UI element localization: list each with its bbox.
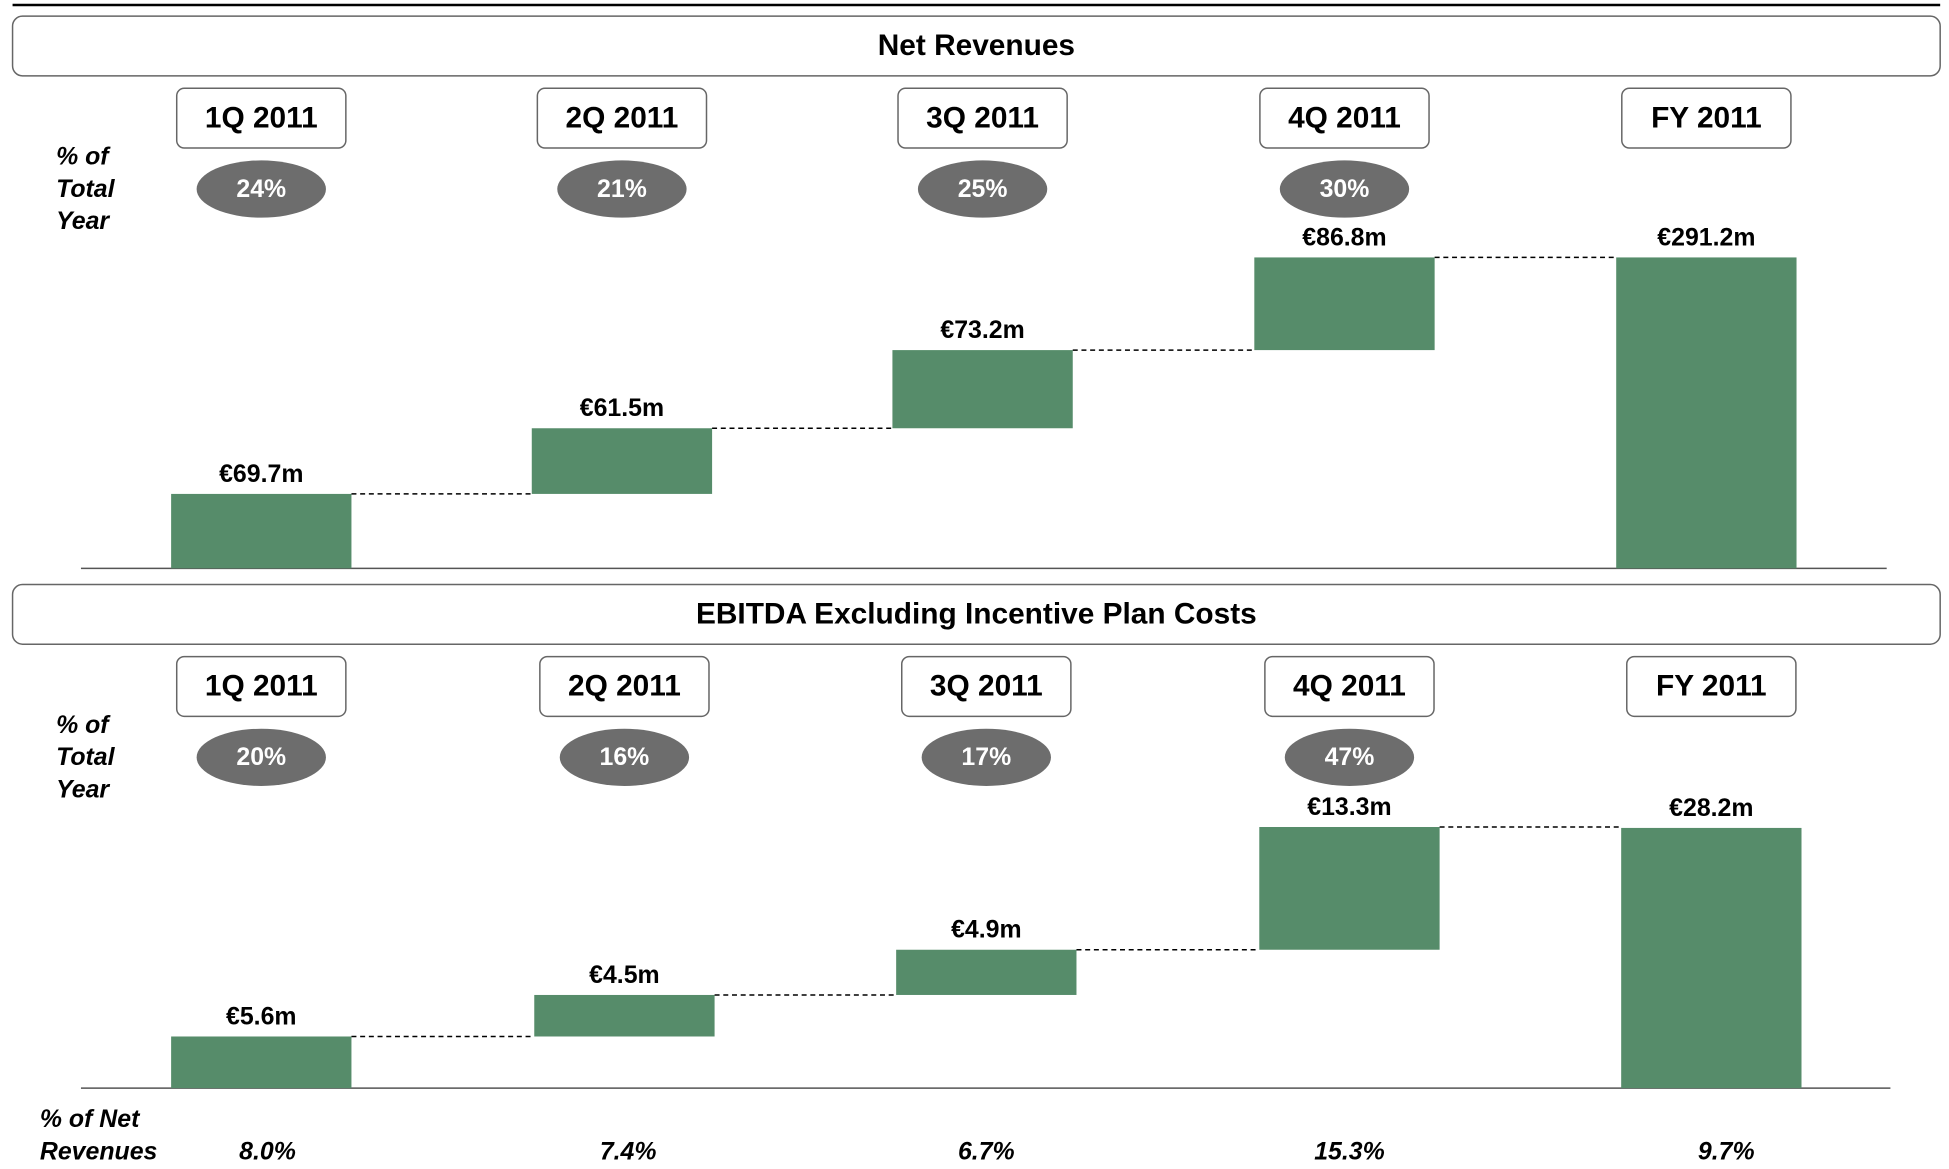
category-label: 1Q 2011 [205,670,318,703]
share-badge [557,160,687,218]
share-label: 47% [1325,743,1375,771]
bar [534,994,715,1037]
panel-header [11,15,1941,77]
margin-label: 9.7% [1698,1137,1755,1165]
category-box [897,87,1068,149]
share-title: % of [56,143,111,171]
share-label: 17% [961,743,1011,771]
category-label: FY 2011 [1656,670,1767,703]
value-label: €73.2m [940,316,1024,344]
category-label: FY 2011 [1651,101,1762,134]
category-label: 3Q 2011 [930,670,1043,703]
category-label: 2Q 2011 [568,670,681,703]
category-box [1259,87,1430,149]
panel-title: Net Revenues [878,29,1075,62]
value-label: €5.6m [226,1002,296,1030]
bar [892,350,1073,429]
category-label: 3Q 2011 [926,101,1039,134]
share-badge [1284,728,1415,786]
footer-title: Revenues [40,1137,157,1165]
value-label: €291.2m [1657,223,1755,251]
margin-label: 8.0% [239,1137,296,1165]
category-box [539,655,710,718]
share-label: 20% [236,743,286,771]
share-badge [196,160,326,218]
value-label: €28.2m [1669,794,1753,822]
value-label: €4.9m [951,916,1021,944]
margin-label: 6.7% [958,1137,1015,1165]
share-badge [1279,160,1410,218]
bar [531,428,713,494]
value-label: €86.8m [1302,223,1386,251]
category-label: 4Q 2011 [1288,101,1401,134]
category-label: 4Q 2011 [1293,670,1406,703]
category-box [175,655,347,718]
margin-label: 15.3% [1314,1137,1385,1165]
share-title: Total [56,743,116,771]
value-label: €61.5m [580,394,664,422]
footer-title: % of Net [40,1105,141,1133]
share-title: Total [56,175,116,203]
category-box [1626,655,1797,718]
category-box [536,87,708,149]
margin-label: 7.4% [600,1137,657,1165]
bar [1621,827,1802,1089]
share-label: 16% [600,743,650,771]
share-badge [559,728,690,786]
value-label: €69.7m [219,460,303,488]
share-badge [196,728,326,786]
share-label: 30% [1320,175,1370,203]
bar [1259,827,1440,950]
panel-title: EBITDA Excluding Incentive Plan Costs [696,597,1257,630]
share-label: 24% [236,175,286,203]
share-label: 25% [958,175,1008,203]
value-label: €4.5m [589,961,660,989]
share-title: Year [56,207,110,235]
category-box [1621,87,1792,149]
bar [1254,257,1435,351]
category-box [175,87,347,149]
bar [1616,257,1797,569]
share-label: 21% [597,175,647,203]
bar [171,1036,352,1089]
category-label: 1Q 2011 [205,101,318,134]
share-badge [917,160,1048,218]
share-title: % of [56,711,111,739]
share-title: Year [56,776,110,804]
bar [171,493,352,569]
bar [896,949,1077,995]
value-label: €13.3m [1307,793,1391,821]
panel-header [11,583,1941,645]
category-box [901,655,1072,718]
category-box [1264,655,1435,718]
share-badge [921,728,1051,786]
category-label: 2Q 2011 [566,101,679,134]
